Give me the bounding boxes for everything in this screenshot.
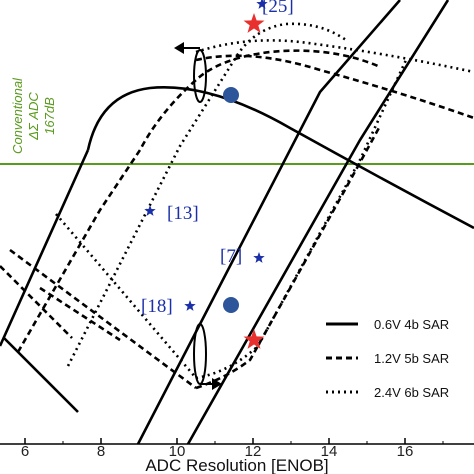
curve-dotted-right <box>195 59 408 380</box>
citation-star-1 <box>256 0 268 9</box>
curve-dashed-top <box>195 54 474 120</box>
reference-label: Conventional ΔΣ ADC 167dB <box>10 77 57 154</box>
x-tick-label: 8 <box>97 443 105 460</box>
curve-dashed-lower-2 <box>39 286 121 342</box>
x-tick-label: 16 <box>397 443 414 460</box>
curve-dashed-left <box>16 49 379 353</box>
curve-dotted-diag <box>55 213 197 379</box>
curve-solid-right-inner <box>136 0 401 445</box>
citation-star-2 <box>144 205 156 216</box>
curve-dashed-diag <box>9 248 197 390</box>
optimum-marker-1 <box>223 87 239 103</box>
group-ellipse-bottom <box>193 323 207 385</box>
curve-solid-right-outer <box>186 0 450 445</box>
reference-label-line-3: 167dB <box>42 97 57 135</box>
x-axis-title: ADC Resolution [ENOB] <box>145 456 328 474</box>
legend-label-dotted: 2.4V 6b SAR <box>374 385 449 400</box>
curve-dashed-right <box>195 125 382 390</box>
citation-label-25: [25] <box>262 0 294 17</box>
x-tick-label: 12 <box>245 443 262 460</box>
citation-label-7: [7] <box>220 246 242 267</box>
citation-label-13: [13] <box>167 203 199 224</box>
citation-star-4 <box>184 300 196 311</box>
curve-solid-left <box>0 149 90 347</box>
reference-label-line-1: Conventional <box>10 77 25 154</box>
optimum-marker-2 <box>223 297 239 313</box>
curve-dashed-lower <box>0 265 73 339</box>
legend: 0.6V 4b SAR 1.2V 5b SAR 2.4V 6b SAR <box>326 317 449 400</box>
x-tick-label: 6 <box>21 443 29 460</box>
group-ellipse-top <box>193 49 207 103</box>
arrow-bottom-head <box>212 378 222 390</box>
citation-label-18: [18] <box>141 296 173 317</box>
curve-dotted-top <box>195 39 474 74</box>
x-tick-label: 14 <box>321 443 338 460</box>
curve-dotted-left <box>66 22 347 367</box>
x-tick-label: 10 <box>169 443 186 460</box>
star-marker-1 <box>243 13 265 33</box>
star-marker-2 <box>243 329 265 349</box>
legend-label-dashed: 1.2V 5b SAR <box>374 351 449 366</box>
markers-layer <box>144 0 268 349</box>
arrow-top-head <box>174 42 184 54</box>
citation-labels: [25] [13] [7] [18] <box>141 0 294 317</box>
legend-label-solid: 0.6V 4b SAR <box>374 317 449 332</box>
curve-solid-lower-diag <box>3 337 79 413</box>
citation-star-3 <box>253 252 265 263</box>
reference-label-line-2: ΔΣ ADC <box>26 92 41 141</box>
curves-layer <box>0 0 474 445</box>
curve-solid-dome <box>86 86 474 230</box>
x-axis-ticks: 6 8 10 12 14 16 <box>21 438 444 460</box>
